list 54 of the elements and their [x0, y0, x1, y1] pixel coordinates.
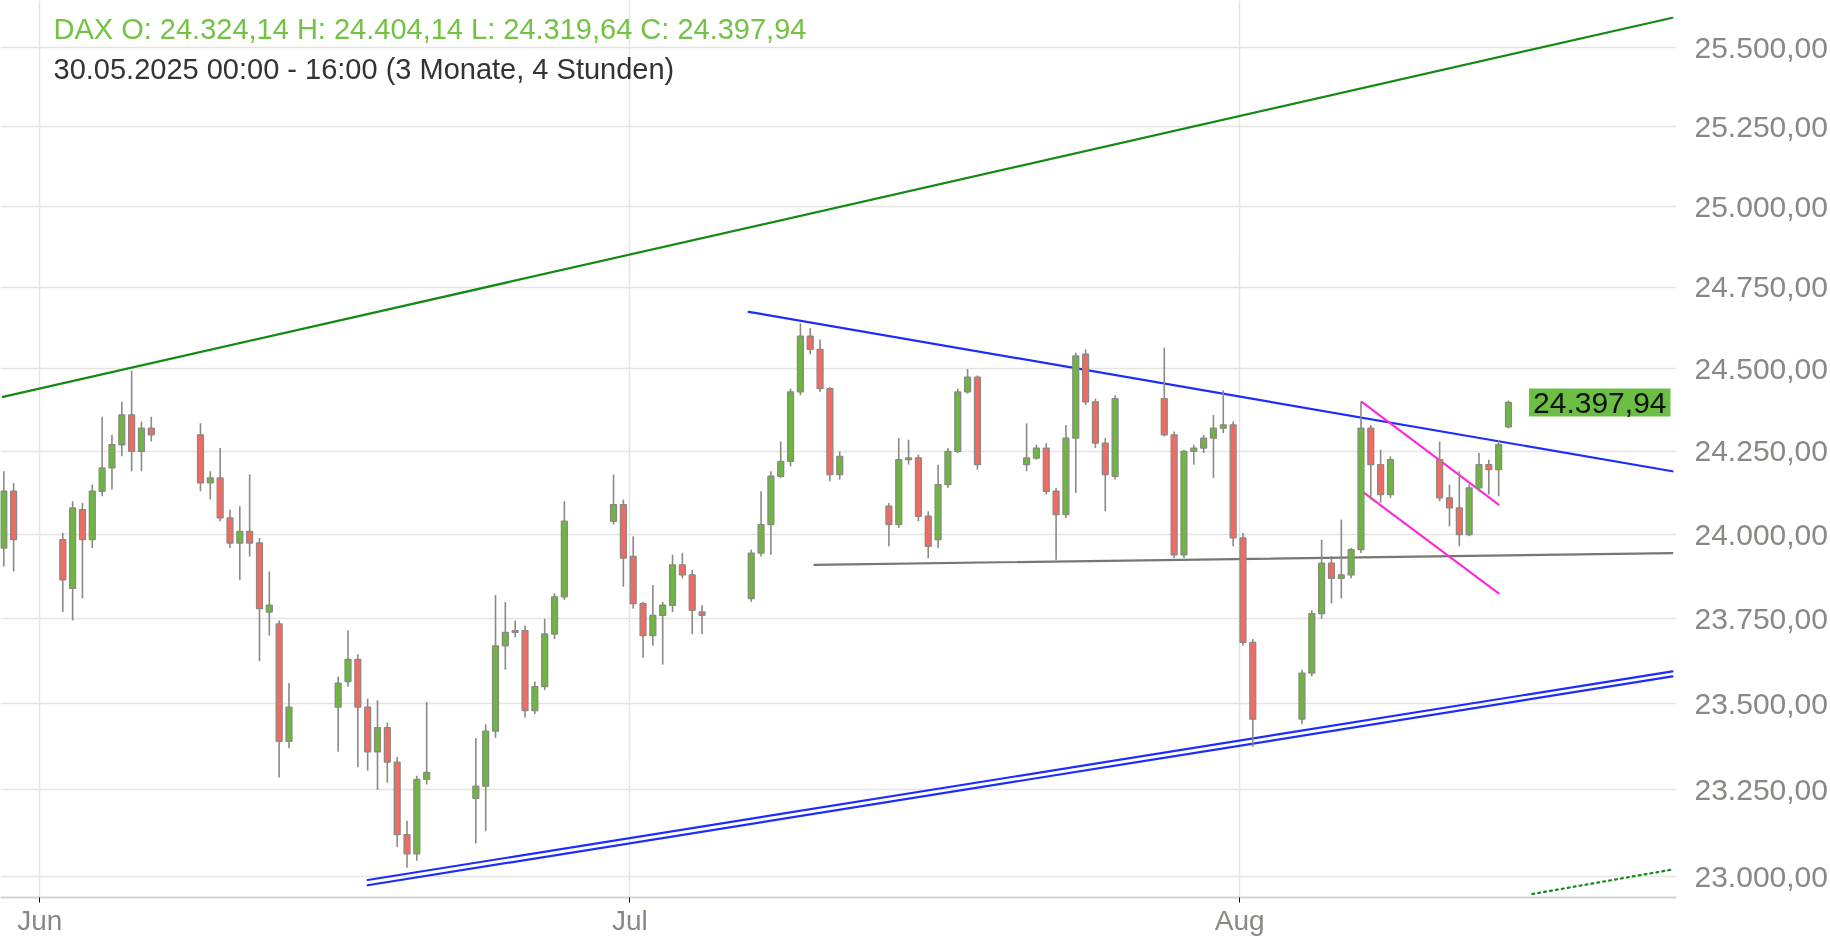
candlestick — [1445, 483, 1454, 528]
candlestick — [1190, 443, 1198, 466]
candlestick — [1052, 487, 1060, 561]
candlestick — [206, 470, 214, 501]
candlestick — [836, 450, 844, 481]
candlestick — [1200, 434, 1208, 454]
candlestick — [1219, 389, 1227, 434]
y-tick-label: 23.000,00 — [1694, 859, 1828, 893]
candlestick — [246, 473, 254, 558]
candlestick — [777, 440, 785, 479]
x-tick-label: Jun — [17, 904, 63, 936]
y-tick-label: 25.000,00 — [1694, 189, 1828, 223]
candlestick — [963, 368, 972, 395]
y-tick-label: 23.750,00 — [1694, 601, 1828, 635]
candlestick — [806, 327, 814, 356]
candlestick — [265, 570, 273, 637]
y-tick-label: 24.750,00 — [1694, 270, 1828, 304]
candlestick — [649, 584, 657, 647]
candlestick — [108, 434, 116, 491]
candlestick — [659, 601, 667, 666]
x-tick-label: Aug — [1214, 904, 1265, 936]
chart-title: DAX O: 24.324,14 H: 24.404,14 L: 24.319,64 C: 24.397,94 — [53, 12, 807, 45]
candlestick — [678, 552, 686, 580]
candlestick — [334, 675, 342, 753]
candlestick — [1485, 458, 1493, 496]
candlestick — [904, 438, 913, 466]
candlestick — [236, 505, 244, 581]
y-tick-label: 24.500,00 — [1694, 351, 1828, 385]
y-tick-label: 23.250,00 — [1694, 772, 1828, 806]
candlestick — [1022, 422, 1031, 473]
candlestick — [98, 415, 106, 498]
text: 30.05.2025 00:00 - 16:00 (3 Monate, 4 Stunden) — [53, 52, 675, 85]
candlestick — [1209, 414, 1218, 479]
y-tick-label: 24.000,00 — [1694, 517, 1828, 551]
candlestick — [1327, 555, 1336, 605]
y-tick-label: 25.250,00 — [1694, 109, 1828, 143]
candlestick — [531, 680, 539, 715]
candlestick — [137, 420, 146, 473]
y-tick-label: 25.500,00 — [1694, 30, 1828, 64]
candlestick — [344, 629, 352, 688]
candlestick — [1475, 452, 1483, 493]
x-tick-label: Jul — [612, 904, 648, 936]
candlestick — [609, 473, 618, 526]
candlestick — [423, 701, 431, 786]
candlestick — [501, 601, 509, 671]
candlestick — [472, 737, 480, 845]
candlestick — [885, 502, 893, 548]
y-tick-label: 24.250,00 — [1694, 434, 1828, 468]
annotation: 24.397,94 — [1533, 385, 1667, 419]
candlestick — [403, 820, 411, 869]
candlestick — [511, 619, 519, 639]
candlestick — [1337, 518, 1345, 600]
candlestick — [698, 604, 706, 635]
y-tick-label: 23.500,00 — [1694, 686, 1828, 720]
